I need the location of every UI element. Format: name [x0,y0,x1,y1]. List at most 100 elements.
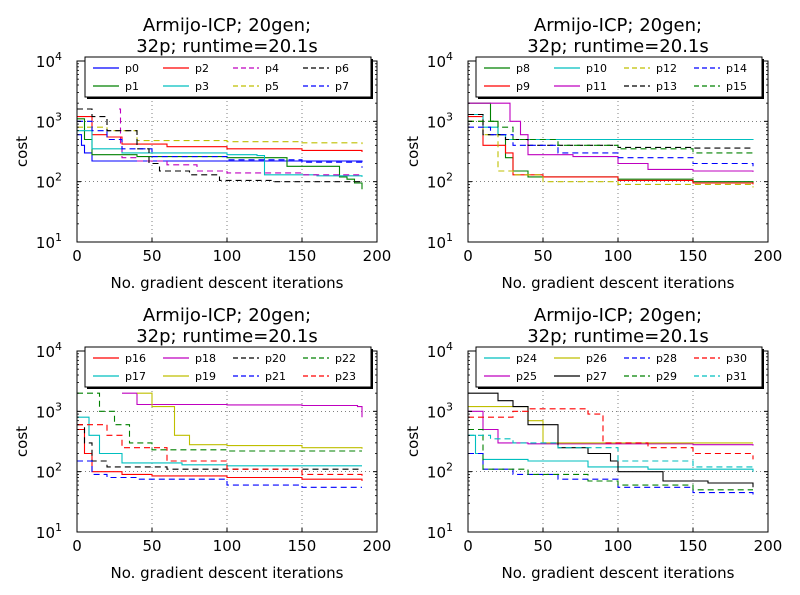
legend-label-p31: p31 [726,370,747,383]
legend-label-p0: p0 [125,62,139,75]
subplot-1: 0 50 100 150 200 101 102 103 104 No. gradient des… [13,15,391,292]
chart-title-line2: 32p; runtime=20.1s [136,36,318,57]
legend-label-p21: p21 [265,370,286,383]
legend-label-p22: p22 [335,352,356,365]
chart-title-line2: 32p; runtime=20.1s [527,326,709,347]
legend-label-p5: p5 [265,80,279,93]
legend-label-p25: p25 [516,370,537,383]
x-tick-label: 150 [679,537,708,555]
legend-label-p17: p17 [125,370,146,383]
legend-label-p14: p14 [726,62,747,75]
x-tick-label: 150 [288,537,317,555]
legend-box [84,56,372,98]
x-tick-label: 0 [72,537,82,555]
series-line-p24 [468,434,754,472]
legend: p8 p9 p10 p11 p12 p13 p14 p15 [475,56,764,99]
y-tick-label: 101 [36,521,62,542]
series-line-p31 [468,434,754,468]
series-group [77,108,363,190]
x-tick-label: 100 [604,537,633,555]
y-tick-label: 101 [427,231,453,252]
y-tick-label: 103 [427,400,453,421]
legend-label-p16: p16 [125,352,146,365]
legend-label-p9: p9 [516,80,530,93]
legend-box [84,346,372,388]
legend-label-p1: p1 [125,80,139,93]
series-line-p15 [468,120,754,154]
legend-label-p27: p27 [586,370,607,383]
legend-label-p18: p18 [195,352,216,365]
y-tick-label: 103 [427,110,453,131]
subplot-3: 0 50 100 150 200 101 102 103 104 No. gradient des… [13,305,391,582]
x-tick-label: 50 [533,247,552,265]
legend-label-p24: p24 [516,352,537,365]
legend-label-p4: p4 [265,62,279,75]
series-group [77,392,363,488]
x-tick-label: 100 [213,247,242,265]
legend-label-p8: p8 [516,62,530,75]
legend: p24 p25 p26 p27 p28 p29 p30 p31 [475,346,764,389]
x-tick-label: 100 [213,537,242,555]
y-tick-label: 101 [36,231,62,252]
y-tick-label: 102 [36,171,62,192]
y-tick-label: 101 [427,521,453,542]
x-tick-label: 200 [754,247,783,265]
y-tick-label: 102 [36,461,62,482]
y-axis-label: cost [13,426,31,457]
legend-label-p28: p28 [656,352,677,365]
series-line-p19 [137,392,363,449]
series-line-p22 [77,392,362,452]
y-tick-label: 103 [36,400,62,421]
legend: p16 p17 p18 p19 p20 p21 p22 p23 [84,346,373,389]
legend-label-p30: p30 [726,352,747,365]
series-line-p30 [468,408,754,460]
y-tick-label: 102 [427,171,453,192]
series-line-p9 [468,116,754,185]
series-line-p23 [77,424,363,476]
x-tick-label: 0 [72,247,82,265]
series-line-p16 [77,428,363,481]
series-line-p12 [468,120,754,188]
subplot-4: 0 50 100 150 200 101 102 103 104 No. gradient des… [404,305,782,582]
series-line-p14 [468,126,754,167]
legend-label-p29: p29 [656,370,677,383]
chart-title-line1: Armijo-ICP; 20gen; [534,15,702,36]
series-line-p4 [119,108,362,176]
y-tick-label: 104 [427,50,453,71]
series-line-p25 [468,410,754,446]
series-line-p20 [77,424,362,470]
y-tick-label: 104 [36,50,62,71]
series-group [468,102,754,188]
legend-label-p20: p20 [265,352,286,365]
x-tick-label: 0 [463,247,473,265]
x-tick-label: 150 [679,247,708,265]
x-tick-label: 200 [363,537,392,555]
legend-label-p7: p7 [335,80,349,93]
legend-label-p15: p15 [726,80,747,93]
series-line-p7 [77,120,363,168]
series-line-p18 [122,392,363,418]
legend-label-p11: p11 [586,80,607,93]
y-axis-label: cost [404,136,422,167]
x-tick-label: 50 [142,537,161,555]
x-tick-label: 150 [288,247,317,265]
legend-label-p19: p19 [195,370,216,383]
legend-label-p10: p10 [586,62,607,75]
y-tick-label: 104 [36,340,62,361]
x-tick-label: 0 [463,537,473,555]
chart-title-line2: 32p; runtime=20.1s [527,36,709,57]
x-axis-label: No. gradient descent iterations [501,274,734,292]
legend-label-p12: p12 [656,62,677,75]
chart-title-line1: Armijo-ICP; 20gen; [143,15,311,36]
legend-box [475,56,763,98]
series-line-p0 [77,134,363,162]
y-tick-label: 104 [427,340,453,361]
x-tick-label: 200 [754,537,783,555]
legend-label-p3: p3 [195,80,209,93]
legend-label-p23: p23 [335,370,356,383]
legend: p0 p1 p2 p3 p4 p5 p6 p7 [84,56,373,99]
legend-label-p13: p13 [656,80,677,93]
x-tick-label: 50 [533,537,552,555]
x-axis-label: No. gradient descent iterations [110,274,343,292]
